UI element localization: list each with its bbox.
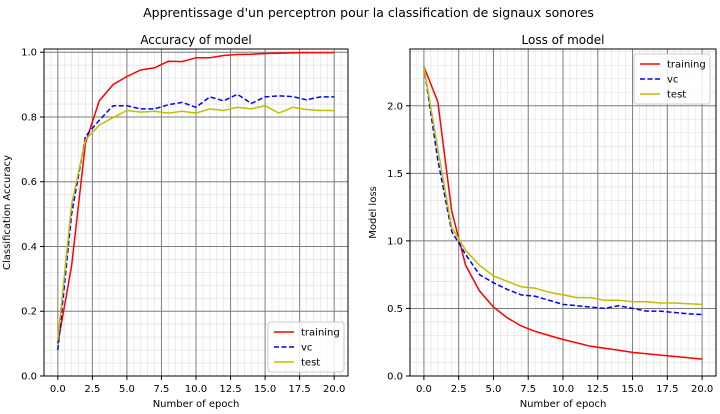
x-tick-label: 20.0 — [691, 384, 713, 395]
series-line-training — [423, 66, 703, 360]
x-tick-label: 5.0 — [486, 384, 502, 395]
x-tick-label: 20.0 — [323, 384, 345, 395]
x-tick-label: 7.5 — [520, 384, 536, 395]
series-line-vc — [57, 93, 335, 351]
x-tick-label: 17.5 — [656, 384, 678, 395]
y-tick-label: 0.4 — [21, 242, 37, 253]
y-axis-label: Model loss — [368, 186, 379, 239]
legend-label: training — [301, 328, 340, 339]
x-tick-label: 15.0 — [254, 384, 276, 395]
y-tick-label: 0.5 — [387, 304, 403, 315]
y-tick-label: 0.6 — [21, 177, 37, 188]
chart-accuracy: 0.0 2.5 5.0 7.5 10.0 12.5 15.0 17.5 20.0 0.0 0.2 0.… — [2, 33, 349, 410]
x-tick-label: 10.0 — [185, 384, 207, 395]
x-tick-label: 0.0 — [416, 384, 432, 395]
series-line-training — [57, 51, 335, 344]
y-axis-label: Classification Accuracy — [2, 155, 13, 270]
y-tick-label: 2.0 — [387, 101, 403, 112]
series-line-test — [57, 104, 335, 341]
series-line-vc — [423, 66, 703, 316]
x-tick-label: 12.5 — [587, 384, 609, 395]
chart-title: Accuracy of model — [140, 33, 251, 47]
y-tick-label: 0.0 — [387, 372, 403, 383]
y-tick-label: 1.0 — [21, 48, 37, 59]
x-tick-label: 12.5 — [219, 384, 241, 395]
legend: training vc test — [267, 321, 345, 373]
legend-label: test — [301, 358, 320, 369]
x-tick-label: 17.5 — [289, 384, 311, 395]
x-tick-label: 10.0 — [552, 384, 574, 395]
x-tick-label: 2.5 — [84, 384, 100, 395]
legend-box — [633, 53, 711, 105]
legend-box — [267, 321, 345, 373]
chart-title: Loss of model — [522, 33, 605, 47]
legend-label: test — [667, 90, 686, 101]
y-tick-label: 0.2 — [21, 307, 37, 318]
y-tick-label: 0.0 — [21, 372, 37, 383]
y-tick-label: 1.0 — [387, 236, 403, 247]
legend: training vc test — [633, 53, 711, 105]
legend-label: training — [667, 60, 706, 71]
y-tick-label: 1.5 — [387, 169, 403, 180]
series-line-test — [423, 66, 703, 306]
x-tick-label: 7.5 — [154, 384, 170, 395]
legend-label: vc — [667, 75, 678, 86]
x-tick-label: 5.0 — [119, 384, 135, 395]
y-tick-label: 0.8 — [21, 112, 37, 123]
figure-title: Apprentissage d'un perceptron pour la cl… — [143, 5, 594, 20]
x-tick-label: 15.0 — [621, 384, 643, 395]
grid-accuracy — [43, 49, 349, 377]
x-axis-label: Number of epoch — [153, 399, 240, 410]
x-tick-label: 0.0 — [50, 384, 66, 395]
x-axis-label: Number of epoch — [520, 399, 607, 410]
x-tick-label: 2.5 — [451, 384, 467, 395]
chart-loss: 0.0 2.5 5.0 7.5 10.0 12.5 15.0 17.5 20.0 0.0 0.5 1.… — [368, 33, 717, 410]
legend-label: vc — [301, 343, 312, 354]
